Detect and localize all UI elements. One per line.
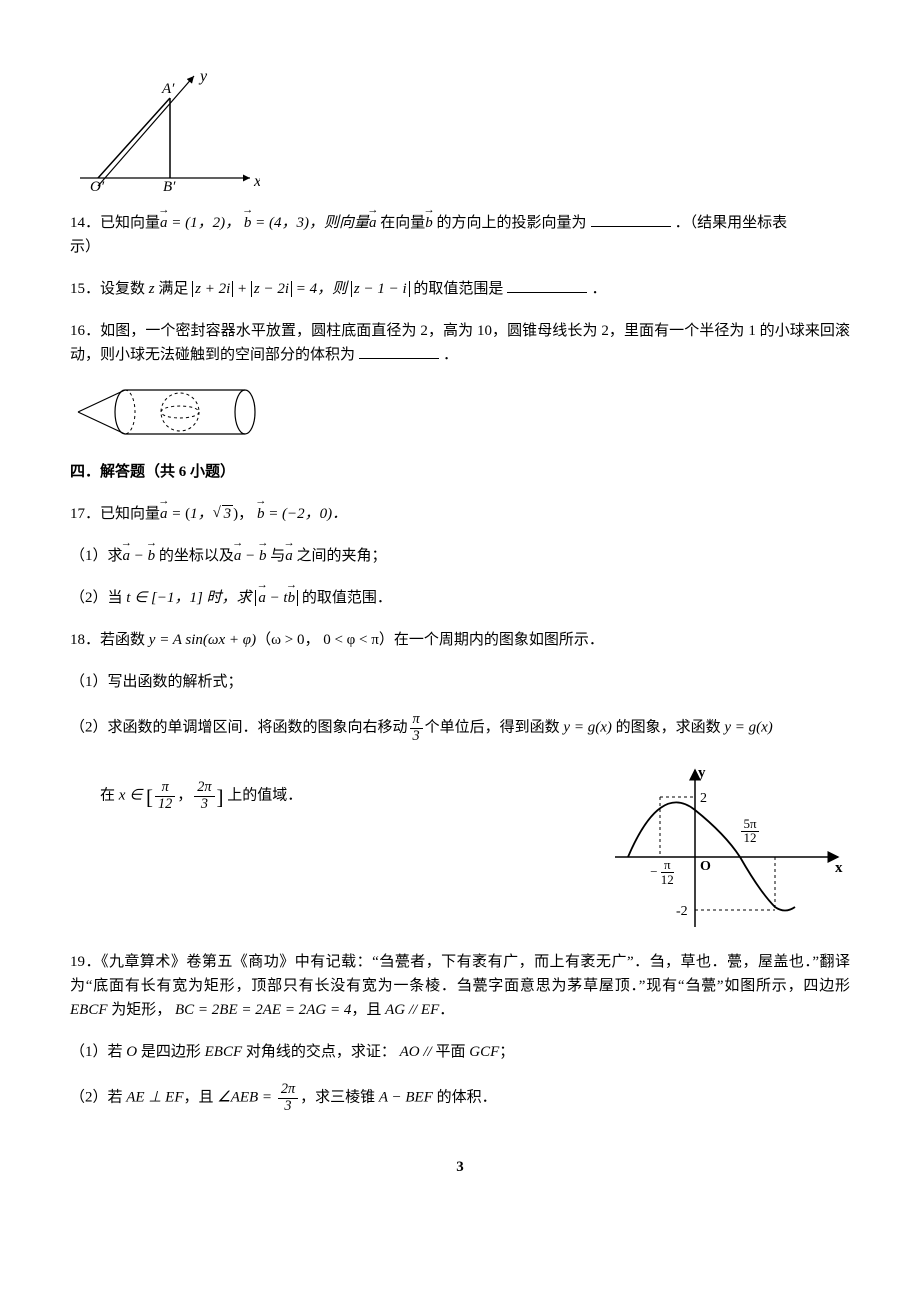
answer-blank	[507, 277, 587, 293]
num: 15．	[70, 281, 100, 297]
svg-text:A′: A′	[161, 81, 175, 97]
problem-15: 15．设复数 z 满足 z + 2i + z − 2i = 4，则 z − 1 …	[70, 277, 850, 301]
answer-blank	[359, 343, 439, 359]
axes-svg: y x O′ B′ A′	[70, 68, 260, 193]
problem-17-q2: （2）当 t ∈ [−1，1] 时，求 a − tb 的取值范围．	[70, 586, 850, 610]
figure-13: y x O′ B′ A′	[70, 68, 850, 193]
problem-18: 18．若函数 y = A sin(ωx + φ)（ω > 0， 0 < φ < …	[70, 628, 850, 652]
num: 14．	[70, 215, 100, 231]
problem-18-q2: （2）求函数的单调增区间．将函数的图象向右移动π3个单位后，得到函数 y = g…	[70, 712, 850, 744]
section-4-title: 四．解答题（共 6 小题）	[70, 460, 850, 484]
svg-text:-2: -2	[676, 904, 688, 919]
svg-text:x: x	[835, 860, 843, 876]
problem-19-q1: （1）若 O 是四边形 EBCF 对角线的交点，求证： AO // 平面 GCF…	[70, 1040, 850, 1064]
svg-text:y: y	[198, 68, 208, 85]
problem-18-q2-cont: 在 x ∈ [π12，2π3] 上的值域．	[70, 780, 610, 814]
problem-19-q2: （2）若 AE ⊥ EF，且 ∠AEB = 2π3，求三棱锥 A − BEF 的…	[70, 1082, 850, 1114]
problem-17-q1: （1）求a − b 的坐标以及a − b 与a 之间的夹角；	[70, 544, 850, 568]
problem-17: 17．已知向量a = (1，3)， b = (−2，0)．	[70, 502, 850, 526]
svg-text:y: y	[698, 765, 706, 781]
svg-text:B′: B′	[163, 179, 176, 193]
svg-text:O′: O′	[90, 179, 105, 193]
num: 16．	[70, 323, 100, 339]
answer-blank	[591, 211, 671, 227]
num: 18．	[70, 632, 100, 648]
page-number: 3	[70, 1155, 850, 1179]
num: 19．	[70, 954, 101, 970]
problem-14: 14．已知向量a = (1，2)， b = (4，3)，则向量a 在向量b 的方…	[70, 211, 850, 259]
problem-19: 19．《九章算术》卷第五《商功》中有记载：“刍甍者，下有袤有广，而上有袤无广”．…	[70, 950, 850, 1022]
svg-text:x: x	[253, 173, 260, 190]
figure-18: y x O 2 -2 5π12 − π12	[610, 762, 850, 932]
num: 17．	[70, 506, 100, 522]
problem-16: 16．如图，一个密封容器水平放置，圆柱底面直径为 2，高为 10，圆锥母线长为 …	[70, 319, 850, 367]
svg-text:O: O	[700, 859, 711, 874]
figure-16	[70, 385, 850, 440]
svg-text:2: 2	[700, 791, 707, 806]
problem-18-q1: （1）写出函数的解析式；	[70, 670, 850, 694]
